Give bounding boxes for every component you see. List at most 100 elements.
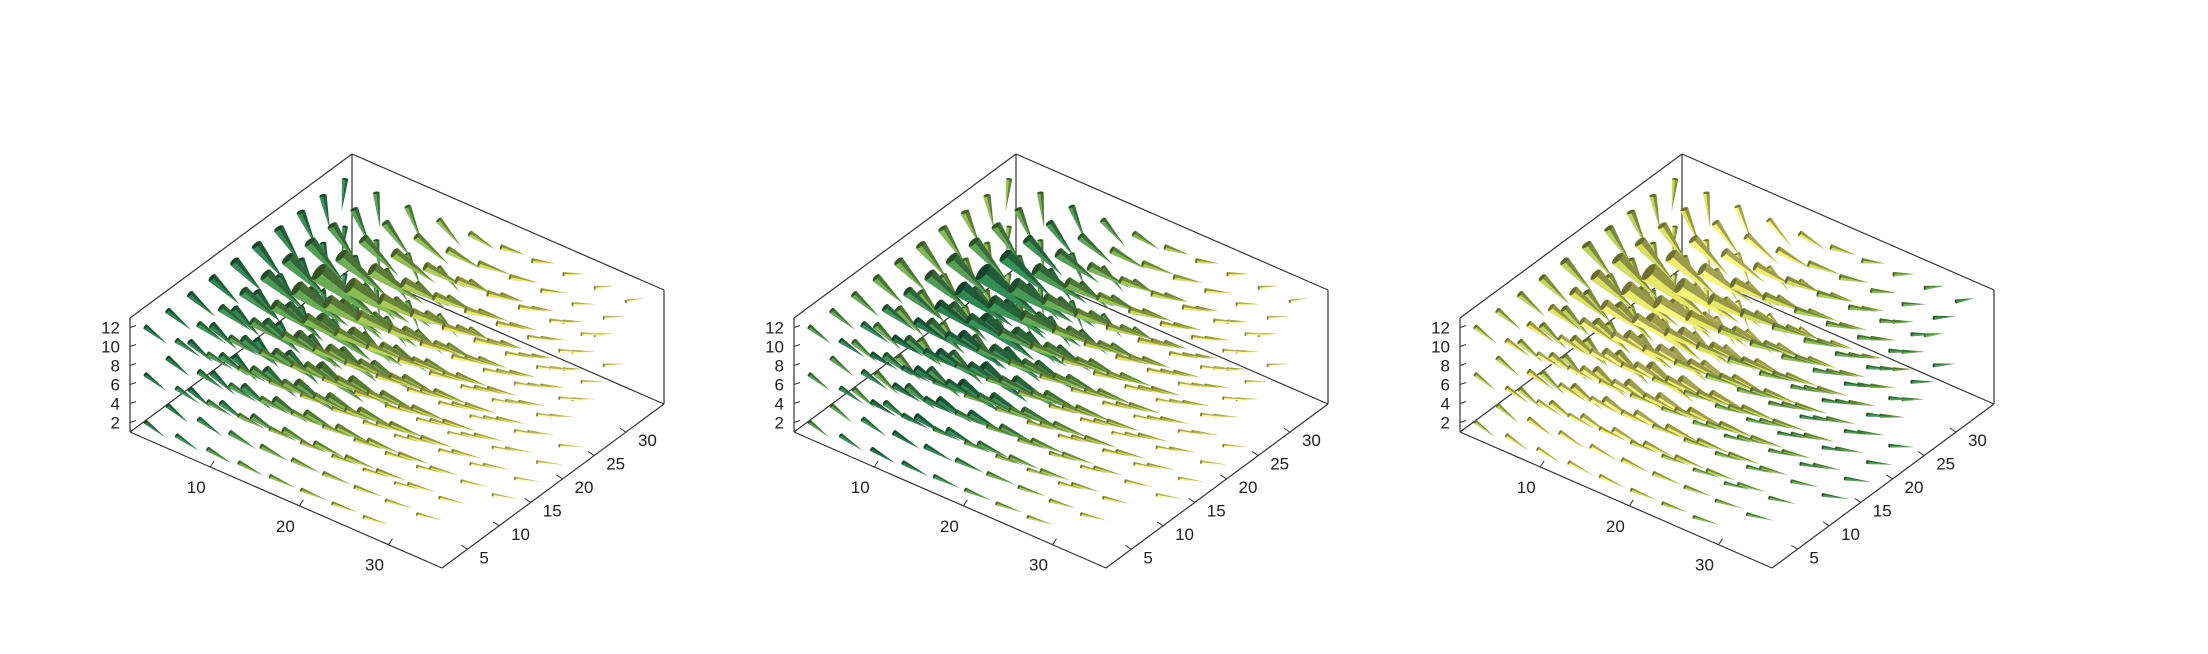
cone-glyph	[964, 487, 992, 501]
cone-glyph	[384, 450, 414, 462]
cone-glyph	[186, 290, 216, 317]
cone-glyph	[1652, 423, 1684, 438]
x-tick-label: 10	[187, 478, 206, 497]
cone-glyph	[955, 281, 1014, 327]
cone-glyph	[870, 446, 896, 464]
cone-glyph	[558, 443, 585, 448]
cone-glyph	[365, 341, 407, 362]
cone-glyph	[1495, 355, 1520, 377]
y-tick-label: 10	[1841, 525, 1860, 544]
cone-glyph	[1567, 460, 1595, 477]
y-tick-mark	[1125, 544, 1132, 550]
cone-glyph	[1711, 219, 1742, 259]
z-tick-label: 4	[111, 395, 120, 414]
y-tick-mark	[1822, 521, 1830, 527]
cone-glyph	[527, 334, 558, 341]
cone-glyph	[1079, 512, 1108, 521]
cone-glyph	[1768, 400, 1799, 410]
cone-glyph	[249, 316, 288, 345]
cone-glyph	[1598, 426, 1628, 442]
cone-glyph	[312, 392, 349, 413]
cone-glyph	[1705, 420, 1738, 434]
cone-glyph	[206, 446, 232, 464]
z-tick-label: 4	[775, 395, 784, 414]
cone-glyph	[435, 217, 462, 247]
cone-glyph	[1061, 355, 1099, 371]
z-tick-mark	[129, 420, 137, 423]
cone-glyph	[1204, 288, 1232, 294]
cone-glyph	[384, 403, 415, 415]
cone-glyph	[218, 303, 252, 332]
cone-glyph	[860, 320, 890, 344]
cone-glyph	[367, 262, 424, 304]
cone-glyph	[1102, 400, 1133, 410]
y-tick-mark	[524, 497, 532, 503]
cone-glyph	[1784, 275, 1825, 294]
cone-glyph	[1589, 347, 1623, 369]
cone-glyph	[1029, 341, 1071, 362]
y-tick-label: 5	[479, 548, 488, 567]
x-tick-mark	[1539, 460, 1545, 468]
y-tick-label: 25	[1270, 455, 1289, 474]
cone-glyph	[229, 257, 263, 293]
z-tick-mark	[1459, 363, 1467, 366]
cone-glyph	[1008, 406, 1043, 423]
cone-glyph	[1083, 338, 1123, 355]
cone-glyph	[932, 426, 962, 442]
cone-glyph	[1244, 332, 1271, 337]
cone-glyph	[1598, 473, 1626, 489]
cone-glyph	[1516, 290, 1546, 317]
cone-glyph	[268, 426, 298, 442]
cone-glyph	[344, 454, 377, 470]
cone-glyph	[486, 385, 518, 396]
cone-glyph	[1843, 428, 1873, 435]
y-tick-mark	[1220, 474, 1227, 480]
cone-glyph	[1683, 484, 1713, 497]
cone-glyph	[536, 460, 564, 465]
cone-glyph	[1847, 304, 1880, 312]
cone-glyph	[1661, 405, 1691, 419]
x-tick-label: 20	[276, 517, 295, 536]
cone-glyph	[1102, 448, 1132, 457]
cone-glyph	[1017, 436, 1048, 450]
cone-glyph	[1695, 341, 1737, 362]
cone-glyph	[593, 285, 615, 291]
cone-glyph	[413, 232, 450, 265]
cones	[807, 177, 1309, 525]
cone-glyph	[1030, 437, 1065, 454]
cone-glyph	[1017, 389, 1049, 403]
cone-glyph	[1039, 372, 1074, 387]
cone-glyph	[1579, 316, 1618, 345]
z-tick-mark	[1459, 401, 1467, 404]
cone-glyph	[1061, 451, 1094, 465]
cone-glyph	[508, 274, 540, 284]
cone-glyph	[499, 244, 526, 256]
cone-glyph	[976, 440, 1010, 459]
cone-glyph	[334, 423, 372, 444]
z-tick-mark	[1459, 420, 1467, 423]
x-tick-label: 30	[1029, 556, 1048, 575]
cone-glyph	[1705, 372, 1740, 387]
cone-glyph	[415, 464, 445, 474]
cone-glyph	[397, 355, 435, 371]
cone-glyph	[237, 364, 267, 383]
cone-glyph	[1910, 379, 1936, 384]
cone-glyph	[1816, 385, 1848, 396]
cone-glyph	[1177, 381, 1207, 388]
cone-glyph	[1888, 396, 1916, 401]
cone-glyph	[1222, 443, 1249, 448]
axes-box	[129, 153, 665, 569]
cone-glyph	[482, 367, 514, 376]
cone-glyph	[1651, 375, 1685, 392]
cone-glyph	[1057, 481, 1086, 490]
z-tick-mark	[793, 344, 801, 347]
cone-glyph	[1560, 305, 1591, 338]
cone-glyph	[1057, 433, 1086, 443]
cone-glyph	[1473, 324, 1498, 345]
cone-glyph	[1045, 219, 1076, 259]
cone-glyph	[558, 396, 586, 401]
z-tick-mark	[793, 382, 801, 385]
cone-glyph	[1821, 445, 1850, 452]
